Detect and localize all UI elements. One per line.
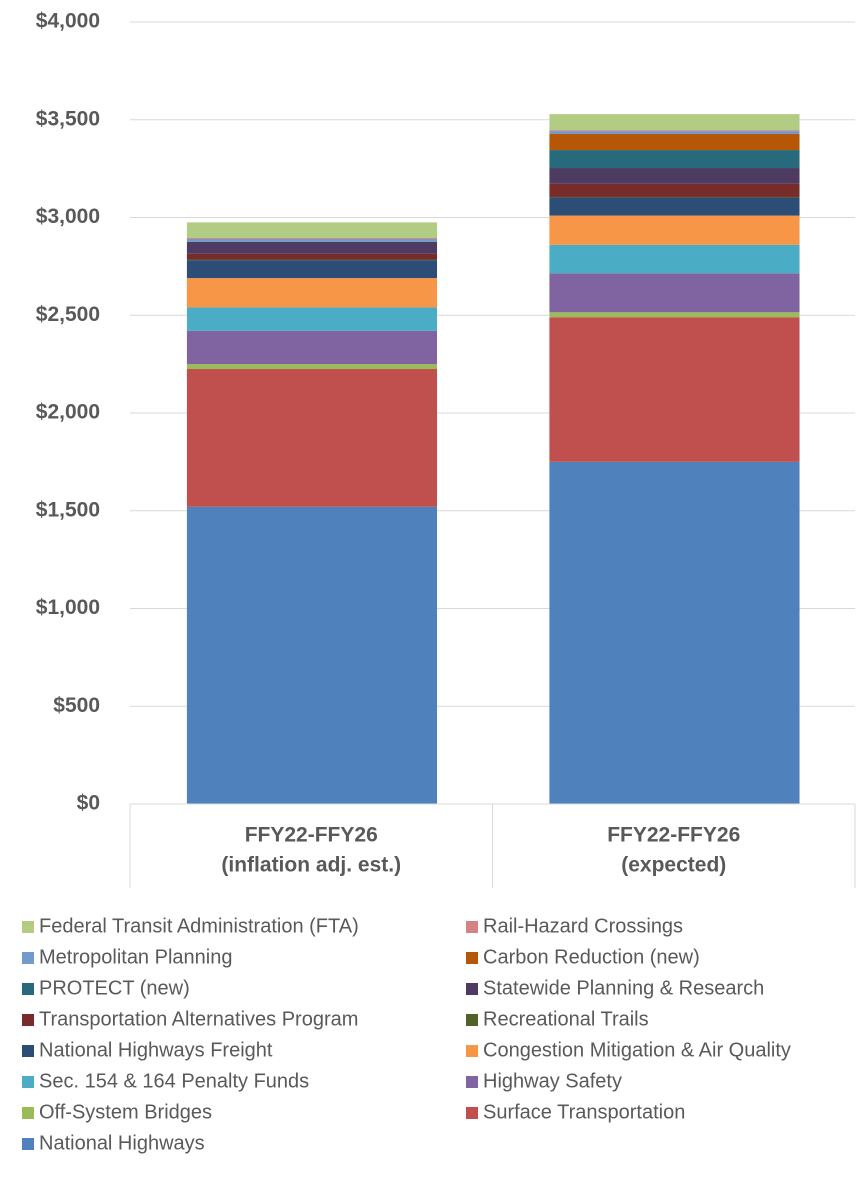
y-tick-label: $1,000 [36, 596, 100, 619]
bar-segment [186, 364, 438, 370]
legend-swatch [22, 1107, 34, 1119]
y-tick-label: $3,500 [36, 107, 100, 130]
bar-segment [549, 134, 800, 151]
bar-segment [549, 273, 800, 313]
legend-swatch [466, 1107, 478, 1119]
legend-swatch [466, 921, 478, 933]
legend-label: Congestion Mitigation & Air Quality [483, 1039, 791, 1061]
legend-swatch [22, 952, 34, 964]
legend-swatch [466, 952, 478, 964]
y-tick-label: $1,500 [36, 498, 100, 521]
legend-swatch [466, 1045, 478, 1057]
y-tick-label: $3,000 [36, 205, 100, 228]
bar-segment [549, 150, 800, 169]
bar-segment [186, 259, 438, 261]
legend-label: Surface Transportation [483, 1101, 685, 1123]
legend-swatch [466, 983, 478, 995]
legend-label: Rail-Hazard Crossings [483, 915, 683, 937]
bar-segment [186, 222, 438, 239]
x-tick-label: FFY22-FFY26 [245, 824, 378, 847]
bar-segment [186, 239, 438, 242]
legend-swatch [22, 921, 34, 933]
x-tick-label: FFY22-FFY26 [607, 824, 740, 847]
bar-segment [186, 506, 438, 804]
bar-segment [549, 131, 800, 135]
legend-label: Recreational Trails [483, 1008, 649, 1030]
legend-swatch [466, 1076, 478, 1088]
legend-label: National Highways Freight [39, 1039, 273, 1061]
bar-segment [549, 130, 800, 132]
legend-label: Carbon Reduction (new) [483, 946, 700, 968]
legend-swatch [22, 1014, 34, 1026]
legend-label: Federal Transit Administration (FTA) [39, 915, 359, 937]
bar-segment [549, 461, 800, 804]
bar-segment [549, 196, 800, 198]
legend-label: Off-System Bridges [39, 1101, 212, 1123]
bar-segment [549, 114, 800, 131]
bar-segment [186, 238, 438, 240]
bar-segment [549, 244, 800, 274]
legend-swatch [22, 1076, 34, 1088]
x-tick-label: (inflation adj. est.) [221, 854, 401, 877]
legend-label: Sec. 154 & 164 Penalty Funds [39, 1070, 309, 1092]
bar-segment [549, 312, 800, 318]
legend-label: Highway Safety [483, 1070, 622, 1092]
bar-segment [186, 253, 438, 260]
legend-label: PROTECT (new) [39, 977, 190, 999]
bar-segment [186, 307, 438, 331]
bar-segment [186, 330, 438, 365]
y-tick-label: $500 [53, 694, 100, 717]
bar-segment [186, 369, 438, 507]
legend-label: National Highways [39, 1132, 205, 1154]
bar-segment [549, 215, 800, 245]
legend-label: Statewide Planning & Research [483, 977, 764, 999]
legend-swatch [22, 1045, 34, 1057]
bar-segment [549, 197, 800, 216]
bar-segment [186, 278, 438, 308]
bar-segment [549, 317, 800, 462]
legend-swatch [466, 1014, 478, 1026]
y-tick-label: $0 [77, 792, 100, 815]
legend-label: Transportation Alternatives Program [39, 1008, 358, 1030]
y-tick-label: $4,000 [36, 10, 100, 33]
y-tick-label: $2,500 [36, 303, 100, 326]
legend-swatch [22, 983, 34, 995]
bar-segment [186, 241, 438, 254]
y-tick-label: $2,000 [36, 401, 100, 424]
bar-segment [549, 168, 800, 184]
x-tick-label: (expected) [621, 854, 726, 877]
bar-segment [186, 260, 438, 279]
bar-segment [549, 183, 800, 197]
legend-swatch [22, 1138, 34, 1150]
legend-label: Metropolitan Planning [39, 946, 232, 968]
